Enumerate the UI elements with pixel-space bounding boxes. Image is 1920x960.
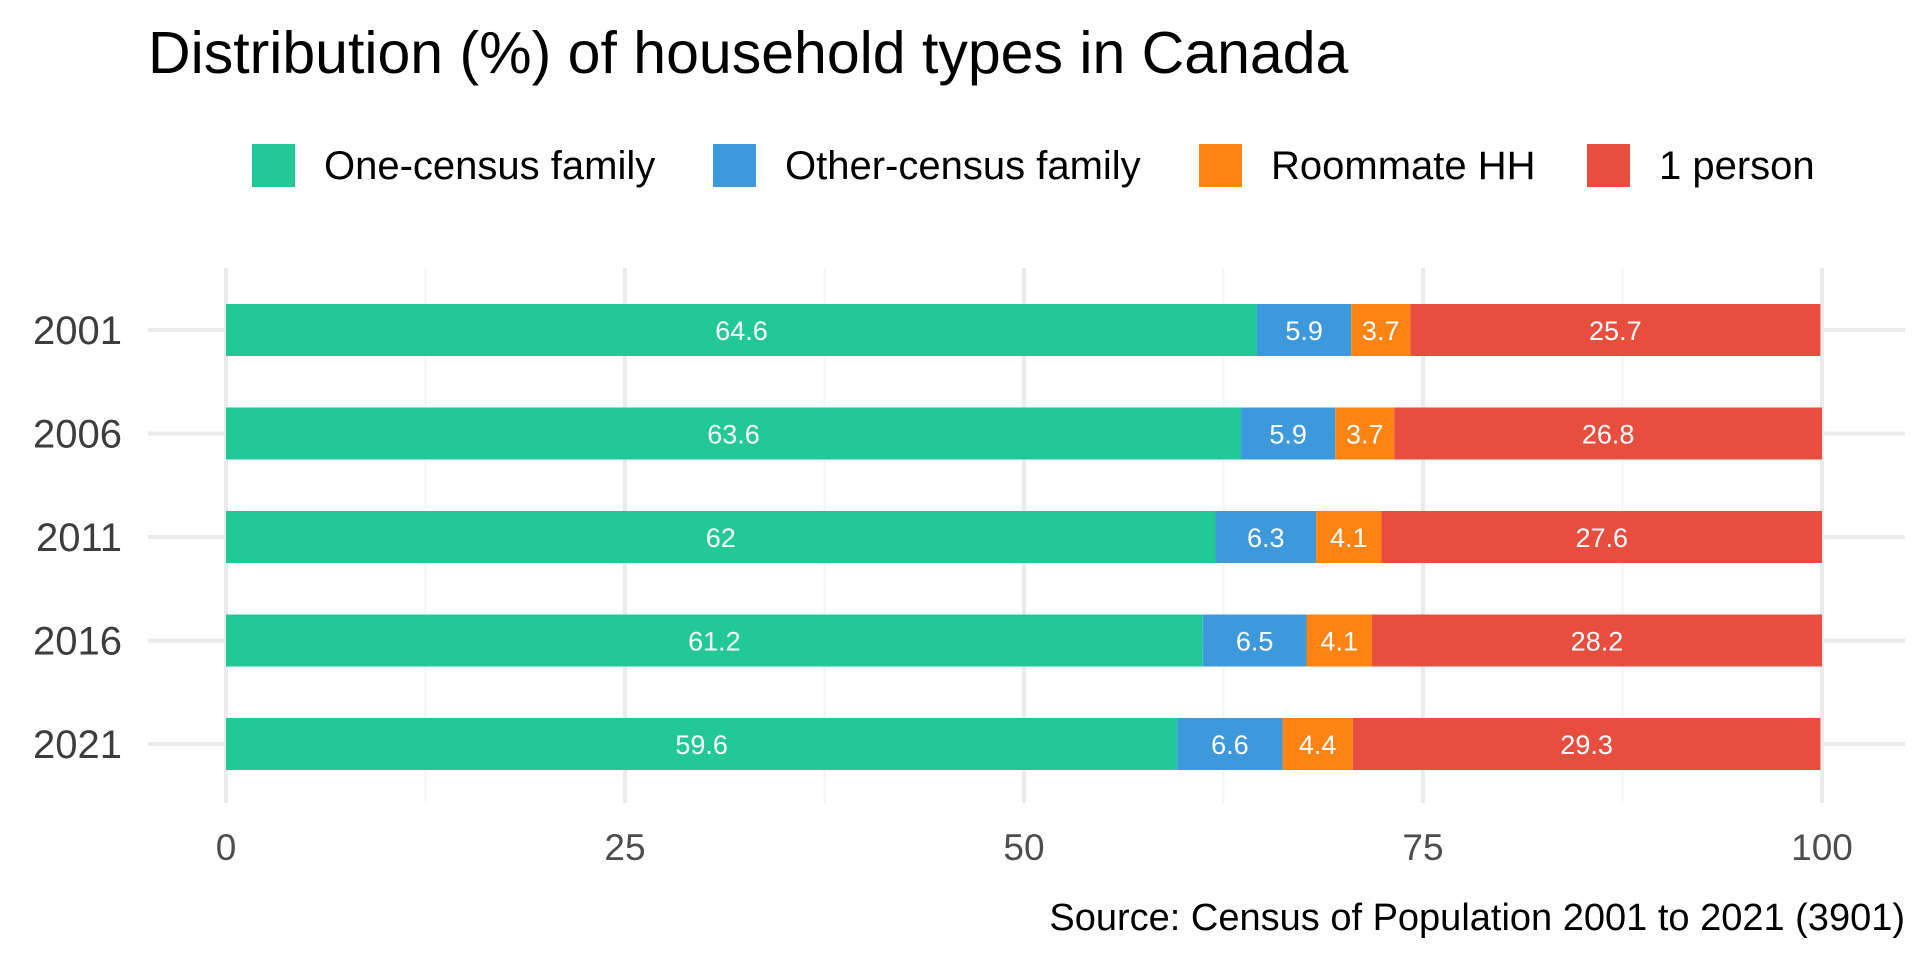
x-tick-label: 100 <box>1791 827 1853 868</box>
bar-value-label: 29.3 <box>1560 730 1613 760</box>
legend-label: Other-census family <box>785 144 1141 188</box>
bar-value-label: 6.3 <box>1247 523 1285 553</box>
y-axis-labels: 2001 2006 2011 2016 2021 <box>33 309 122 767</box>
x-axis-labels: 0 25 50 75 100 <box>216 827 1853 868</box>
bar-segment <box>1215 511 1317 563</box>
bar-value-label: 25.7 <box>1589 316 1642 346</box>
bar-value-label: 61.2 <box>688 627 741 657</box>
y-tick-label: 2016 <box>33 620 122 664</box>
bar-segment <box>1352 718 1821 770</box>
bar-segment <box>226 718 1178 770</box>
bar-value-label: 63.6 <box>707 420 760 450</box>
bar-value-label: 27.6 <box>1575 523 1628 553</box>
bar-segment <box>1202 614 1307 667</box>
y-tick-label: 2011 <box>36 516 122 560</box>
bar-value-label: 62 <box>706 523 736 553</box>
y-tick-label: 2021 <box>33 723 122 767</box>
bar-segment <box>1410 304 1821 356</box>
legend-swatch <box>1199 144 1242 187</box>
bar-value-label: 59.6 <box>675 730 728 760</box>
bar-value-label: 64.6 <box>715 316 768 346</box>
y-tick-label: 2006 <box>33 413 122 457</box>
bar-segment <box>1371 614 1822 667</box>
bar-value-label: 5.9 <box>1285 316 1323 346</box>
bar-segment <box>1241 407 1336 460</box>
bar-segment <box>1381 511 1822 563</box>
bar-value-label: 3.7 <box>1362 316 1400 346</box>
legend-label: 1 person <box>1659 144 1815 188</box>
legend: One-census family Other-census family Room… <box>252 144 1815 188</box>
legend-label: Roommate HH <box>1271 144 1536 188</box>
bar-segment <box>1177 718 1283 770</box>
legend-swatch <box>1587 144 1630 187</box>
legend-swatch <box>252 144 295 187</box>
bar-segment <box>226 511 1216 563</box>
bar-segment <box>1394 407 1822 460</box>
bar-segment <box>1306 614 1372 667</box>
x-tick-label: 0 <box>216 827 237 868</box>
bar-segment <box>1351 304 1411 356</box>
bar-segment <box>226 407 1242 460</box>
bar-value-label: 4.4 <box>1299 730 1337 760</box>
legend-label: One-census family <box>324 144 655 188</box>
chart-title: Distribution (%) of household types in C… <box>148 20 1349 86</box>
x-tick-label: 50 <box>1003 827 1044 868</box>
bar-value-label: 3.7 <box>1346 420 1384 450</box>
bar-segment <box>226 304 1258 356</box>
bar-segment <box>1257 304 1352 356</box>
bar-value-label: 4.1 <box>1330 523 1368 553</box>
bar-value-label: 4.1 <box>1320 627 1358 657</box>
bar-segment <box>1335 407 1395 460</box>
legend-swatch <box>713 144 756 187</box>
y-tick-label: 2001 <box>33 309 122 353</box>
bar-value-label: 6.5 <box>1236 627 1274 657</box>
x-tick-label: 75 <box>1402 827 1443 868</box>
bars: 64.6 5.9 3.7 25.7 63.6 5.9 3.7 26.8 62 6.3 4.1 27.6… <box>226 304 1822 770</box>
x-tick-label: 25 <box>604 827 645 868</box>
bar-value-label: 28.2 <box>1571 627 1624 657</box>
bar-segment <box>226 614 1203 667</box>
bar-segment <box>1316 511 1382 563</box>
bar-value-label: 5.9 <box>1269 420 1307 450</box>
bar-value-label: 6.6 <box>1211 730 1249 760</box>
chart-caption: Source: Census of Population 2001 to 202… <box>1049 897 1905 939</box>
bar-value-label: 26.8 <box>1582 420 1635 450</box>
bar-segment <box>1282 718 1353 770</box>
